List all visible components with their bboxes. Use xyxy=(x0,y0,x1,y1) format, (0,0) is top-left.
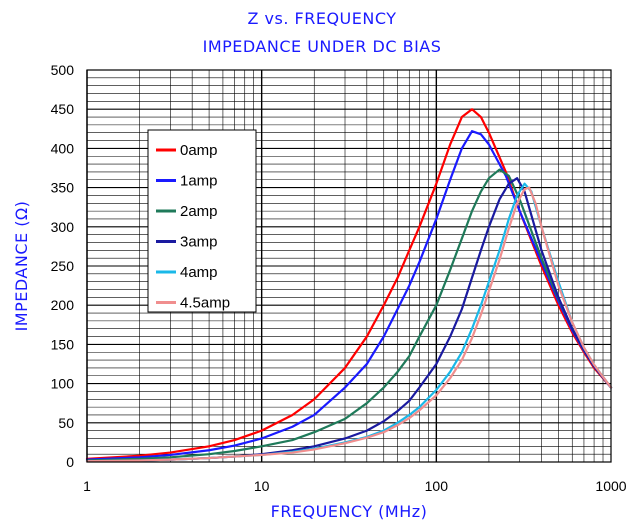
y-tick-label: 200 xyxy=(51,297,75,313)
series-line-1amp xyxy=(85,130,613,461)
y-tick-label: 500 xyxy=(51,62,75,78)
y-tick-label: 450 xyxy=(51,101,75,117)
x-tick-labels: 1 10 100 1000 xyxy=(83,478,627,494)
series-line-4.5amp xyxy=(85,186,613,463)
legend: 0amp 1amp 2amp 3amp 4amp 4.5amp xyxy=(147,129,257,313)
x-axis-label: FREQUENCY (MHz) xyxy=(271,502,428,521)
y-tick-label: 150 xyxy=(51,336,75,352)
legend-label: 2amp xyxy=(180,203,218,220)
series-line-0amp xyxy=(85,108,613,460)
x-tick-label: 1000 xyxy=(595,478,626,494)
y-tick-label: 300 xyxy=(51,219,75,235)
legend-label: 1amp xyxy=(180,173,218,190)
y-tick-label: 250 xyxy=(51,258,75,274)
y-tick-label: 50 xyxy=(58,415,74,431)
y-tick-labels: 0 50 100 150 200 250 300 350 400 450 500 xyxy=(51,62,75,470)
chart-title: Z vs. FREQUENCY xyxy=(248,9,397,28)
y-tick-label: 0 xyxy=(66,454,74,470)
y-tick-label: 100 xyxy=(51,376,75,392)
chart-subtitle: IMPEDANCE UNDER DC BIAS xyxy=(203,37,442,56)
x-tick-label: 1 xyxy=(83,478,91,494)
y-axis-label: IMPEDANCE (Ω) xyxy=(12,201,31,332)
y-tick-label: 400 xyxy=(51,140,75,156)
series-line-2amp xyxy=(85,168,613,462)
plot-area-frame xyxy=(86,69,612,463)
legend-label: 4.5amp xyxy=(180,295,230,312)
y-tick-label: 350 xyxy=(51,180,75,196)
series-lines xyxy=(85,108,613,463)
x-tick-label: 10 xyxy=(254,478,270,494)
legend-box xyxy=(147,129,257,313)
legend-label: 0amp xyxy=(180,142,218,159)
legend-label: 3amp xyxy=(180,234,218,251)
legend-label: 4amp xyxy=(180,264,218,281)
x-tick-label: 100 xyxy=(425,478,449,494)
